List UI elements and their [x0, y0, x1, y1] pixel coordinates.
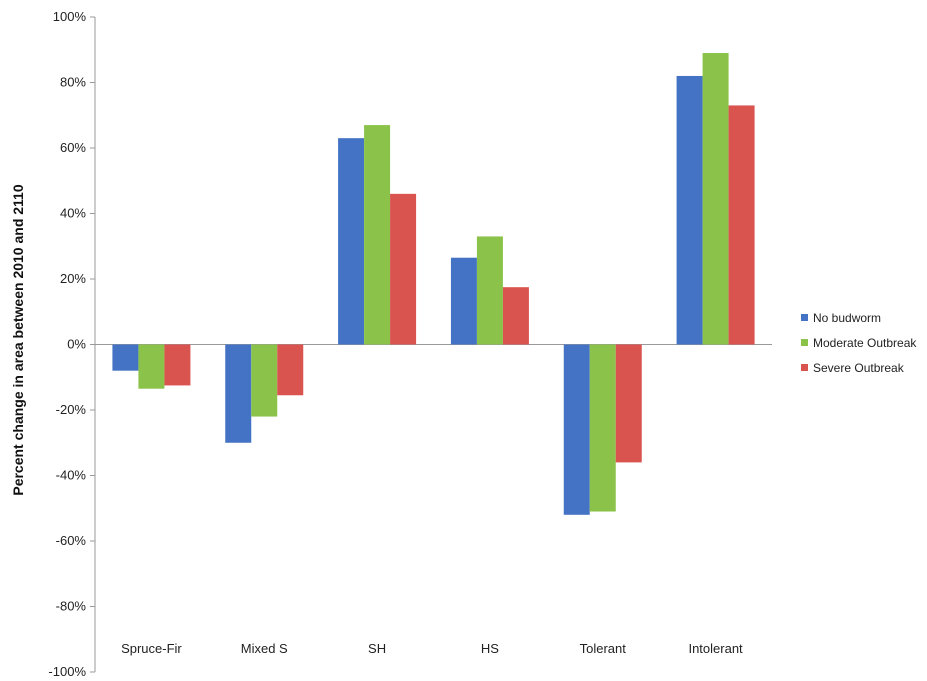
- y-tick-label: 0%: [67, 337, 86, 352]
- bar-severe-outbreak-intolerant: [728, 105, 755, 345]
- y-axis-label: Percent change in area between 2010 and …: [10, 184, 26, 495]
- legend-swatch: [801, 339, 808, 346]
- category-label: Spruce-Fir: [121, 641, 182, 656]
- y-tick-label: -60%: [56, 533, 87, 548]
- y-tick-label: 80%: [60, 75, 86, 90]
- bar-moderate-outbreak-intolerant: [702, 53, 729, 345]
- bar-moderate-outbreak-sh: [364, 125, 391, 345]
- legend: No budworm Moderate Outbreak Severe Outbre…: [801, 311, 917, 375]
- bar-severe-outbreak-sh: [390, 193, 417, 345]
- category-label: Intolerant: [688, 641, 743, 656]
- category-labels: Spruce-Fir Mixed S SH HS Tolerant Intolerant: [121, 641, 743, 656]
- bar-no-budworm-spruce-fir: [112, 344, 139, 371]
- bar-no-budworm-mixed-s: [225, 344, 252, 443]
- y-tick-label: -40%: [56, 468, 87, 483]
- y-tick-label: 40%: [60, 206, 86, 221]
- category-label: Tolerant: [580, 641, 627, 656]
- legend-label: Moderate Outbreak: [813, 336, 917, 350]
- bar-no-budworm-hs: [450, 257, 477, 345]
- y-tick-label: 20%: [60, 271, 86, 286]
- bar-severe-outbreak-mixed-s: [277, 344, 304, 396]
- bar-moderate-outbreak-spruce-fir: [138, 344, 165, 389]
- y-tick-label: 100%: [53, 9, 87, 24]
- legend-label: Severe Outbreak: [813, 361, 905, 375]
- y-tick-label: -20%: [56, 402, 87, 417]
- bar-moderate-outbreak-hs: [476, 236, 503, 345]
- y-axis: -100% -80% -60% -40% -20% 0% 20% 40% 60% 80% 100%: [48, 9, 772, 679]
- category-label: HS: [481, 641, 499, 656]
- bar-no-budworm-intolerant: [676, 75, 703, 345]
- bar-severe-outbreak-spruce-fir: [164, 344, 191, 386]
- bar-moderate-outbreak-mixed-s: [251, 344, 278, 417]
- bar-no-budworm-sh: [338, 138, 365, 345]
- bars: [112, 53, 755, 515]
- y-tick-label: -100%: [48, 664, 86, 679]
- bar-moderate-outbreak-tolerant: [589, 344, 616, 512]
- bar-severe-outbreak-hs: [502, 287, 529, 345]
- legend-swatch: [801, 364, 808, 371]
- bar-no-budworm-tolerant: [563, 344, 590, 515]
- category-label: Mixed S: [241, 641, 288, 656]
- legend-label: No budworm: [813, 311, 881, 325]
- legend-swatch: [801, 314, 808, 321]
- y-tick-label: -80%: [56, 599, 87, 614]
- bar-severe-outbreak-tolerant: [615, 344, 642, 463]
- category-label: SH: [368, 641, 386, 656]
- y-tick-label: 60%: [60, 140, 86, 155]
